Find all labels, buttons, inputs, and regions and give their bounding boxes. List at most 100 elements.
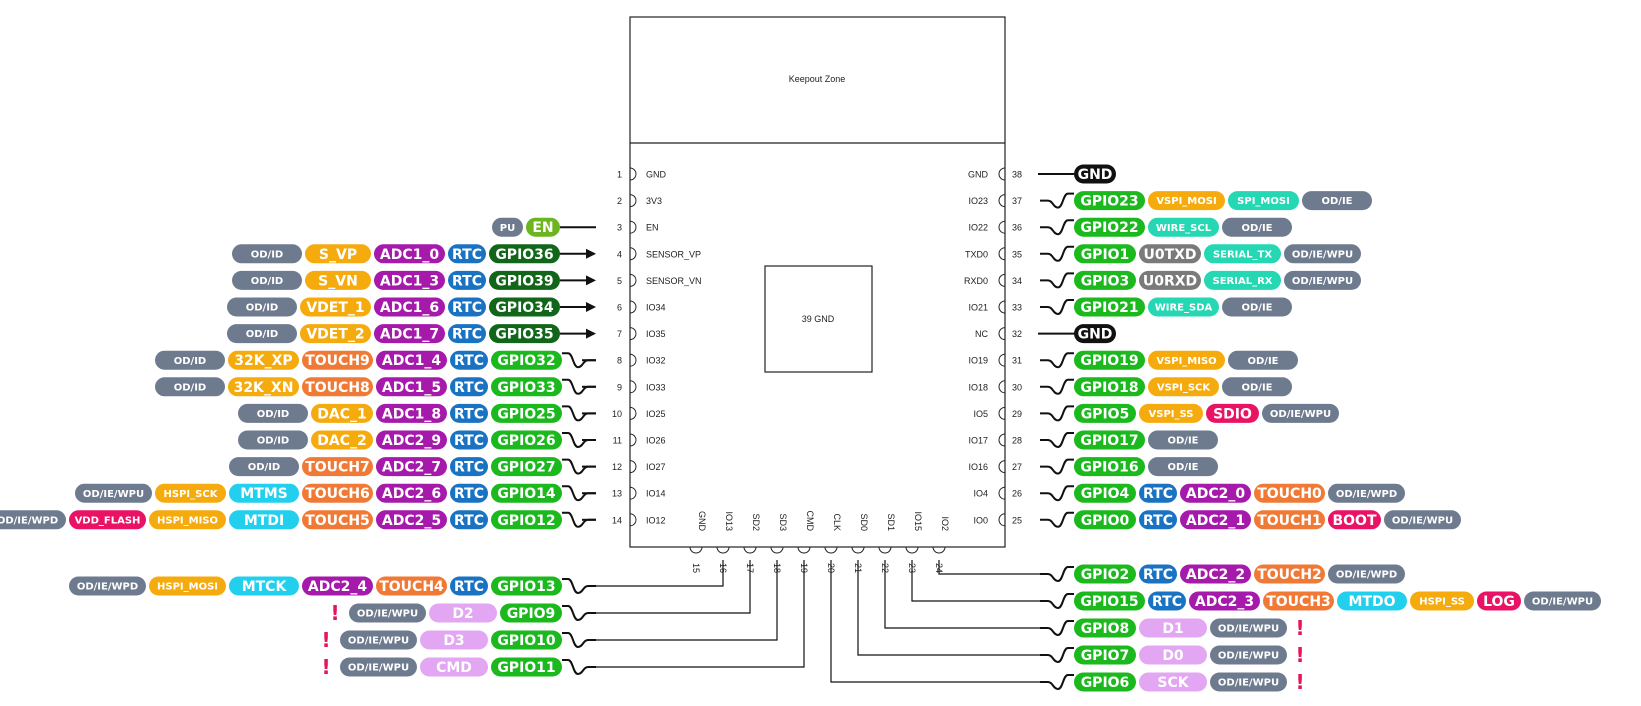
pin-37-label-od-ie: OD/IE bbox=[1302, 191, 1372, 211]
waveform-icon bbox=[562, 432, 596, 449]
label-text: ADC2_3 bbox=[1195, 594, 1254, 610]
pin-23-label-log: LOG bbox=[1477, 591, 1521, 611]
label-text: RTC bbox=[454, 486, 484, 502]
label-text: GPIO23 bbox=[1080, 194, 1138, 210]
label-pill bbox=[376, 576, 447, 596]
label-pill bbox=[311, 430, 373, 450]
label-pill bbox=[1074, 618, 1136, 638]
waveform-icon bbox=[1040, 299, 1074, 316]
pin-7-label-adc1-7: ADC1_7 bbox=[374, 324, 445, 344]
label-text: U0TXD bbox=[1143, 247, 1196, 263]
pin-3-label-en: EN bbox=[526, 217, 560, 237]
pin-number: 27 bbox=[1012, 462, 1022, 472]
pin-26-label-rtc: RTC bbox=[1139, 483, 1177, 503]
pin-name: TXD0 bbox=[965, 249, 988, 259]
label-text: GPIO26 bbox=[497, 433, 555, 449]
pin-18-label-d3: D3 bbox=[420, 630, 488, 650]
bottom-right-group-22: GPIO8 D1 OD/IE/WPU! bbox=[884, 560, 1305, 640]
label-pill bbox=[1148, 377, 1219, 397]
label-text: VDET_2 bbox=[306, 327, 364, 343]
pin-12-label-rtc: RTC bbox=[450, 457, 488, 477]
label-text: RTC bbox=[452, 247, 482, 263]
label-text: 32K_XP bbox=[234, 353, 292, 369]
label-pill bbox=[1222, 377, 1292, 397]
label-pill bbox=[491, 510, 562, 530]
label-pill bbox=[491, 576, 562, 596]
pin-8-label-touch9: TOUCH9 bbox=[302, 350, 373, 370]
pin-31-label-vspi-miso: VSPI_MISO bbox=[1148, 350, 1225, 370]
label-pill bbox=[1074, 483, 1136, 503]
pin-17-label-d2: D2 bbox=[429, 603, 497, 623]
pin-9-label-32k-xn: 32K_XN bbox=[228, 377, 299, 397]
label-pill bbox=[302, 350, 373, 370]
pin-4-label-gpio36: GPIO36 bbox=[489, 244, 560, 264]
pin-10-label-adc1-8: ADC1_8 bbox=[376, 403, 447, 423]
label-pill bbox=[450, 510, 488, 530]
pin-name: IO17 bbox=[968, 436, 988, 446]
label-text: GPIO9 bbox=[507, 606, 556, 622]
pin-19-label-cmd: CMD bbox=[420, 657, 488, 677]
label-pill bbox=[1139, 510, 1177, 530]
label-text: OD/ID bbox=[174, 356, 206, 367]
label-pill bbox=[1222, 297, 1292, 317]
label-text: OD/IE/WPU bbox=[348, 636, 409, 647]
label-pill bbox=[374, 297, 445, 317]
label-pill bbox=[1254, 510, 1325, 530]
pin-pad bbox=[998, 353, 1006, 367]
pin-12-label-adc2-7: ADC2_7 bbox=[376, 457, 447, 477]
pin-26: 26 IO4 GPIO4 RTC ADC2_0 TOUCH0 OD/IE/WPD bbox=[973, 483, 1405, 503]
pin-29-label-od-ie-wpu: OD/IE/WPU bbox=[1262, 403, 1339, 423]
label-pill bbox=[228, 350, 299, 370]
pin-17-label-gpio9: GPIO9 bbox=[500, 603, 562, 623]
bottom-left-group-18: OD/IE/WPU D3 GPIO10! bbox=[321, 560, 778, 652]
pin-name: SD2 bbox=[751, 513, 761, 531]
pin-number: 13 bbox=[612, 489, 622, 499]
label-pill bbox=[489, 297, 560, 317]
label-text: D1 bbox=[1162, 621, 1183, 637]
label-text: VDD_FLASH bbox=[75, 515, 141, 526]
pin-11-label-gpio26: GPIO26 bbox=[491, 430, 562, 450]
label-pill bbox=[420, 657, 488, 677]
label-text: ADC1_7 bbox=[380, 327, 439, 343]
label-text: U0RXD bbox=[1143, 273, 1197, 289]
pin-number: 25 bbox=[1012, 515, 1022, 525]
label-text: RTC bbox=[452, 273, 482, 289]
label-pill bbox=[1206, 403, 1259, 423]
pin-14-label-adc2-5: ADC2_5 bbox=[376, 510, 447, 530]
pin-34: 34 RXD0 GPIO3 U0RXD SERIAL_RX OD/IE/WPU bbox=[964, 270, 1361, 290]
label-text: OD/IE bbox=[1247, 356, 1278, 367]
pin-pad bbox=[851, 546, 865, 554]
pin-12-label-gpio27: GPIO27 bbox=[491, 457, 562, 477]
label-text: RTC bbox=[454, 353, 484, 369]
pin-pad bbox=[998, 220, 1006, 234]
waveform-icon bbox=[1040, 674, 1074, 691]
pin-name: IO14 bbox=[646, 489, 666, 499]
pin-number: 38 bbox=[1012, 170, 1022, 180]
label-text: RTC bbox=[454, 433, 484, 449]
label-text: SPI_MOSI bbox=[1237, 196, 1290, 207]
pin-29-label-gpio5: GPIO5 bbox=[1074, 403, 1136, 423]
pin-13-label-adc2-6: ADC2_6 bbox=[376, 483, 447, 503]
label-text: BOOT bbox=[1332, 513, 1376, 529]
label-text: WIRE_SDA bbox=[1155, 303, 1213, 314]
pin-pad bbox=[932, 546, 946, 554]
label-text: GPIO18 bbox=[1080, 380, 1138, 396]
label-pill bbox=[228, 377, 299, 397]
pin-name: NC bbox=[975, 329, 988, 339]
pin-9-label-adc1-5: ADC1_5 bbox=[376, 377, 447, 397]
pin-number: 37 bbox=[1012, 196, 1022, 206]
pin-16-label-mtck: MTCK bbox=[229, 576, 299, 596]
pin-15: GND 15 bbox=[689, 511, 707, 573]
label-pill bbox=[1210, 672, 1287, 692]
label-text: SDIO bbox=[1213, 406, 1252, 422]
pin-pad bbox=[629, 273, 637, 287]
pin-11-label-od-id: OD/ID bbox=[238, 430, 308, 450]
label-text: RTC bbox=[454, 406, 484, 422]
pin-10-label-dac-1: DAC_1 bbox=[311, 403, 373, 423]
pin-23-label-od-ie-wpu: OD/IE/WPU bbox=[1524, 591, 1601, 611]
label-pill bbox=[448, 270, 486, 290]
pin-21-label-d0: D0 bbox=[1139, 645, 1207, 665]
pin-22-label-od-ie-wpu: OD/IE/WPU bbox=[1210, 618, 1287, 638]
label-pill bbox=[302, 457, 373, 477]
waveform-icon bbox=[1040, 620, 1074, 637]
